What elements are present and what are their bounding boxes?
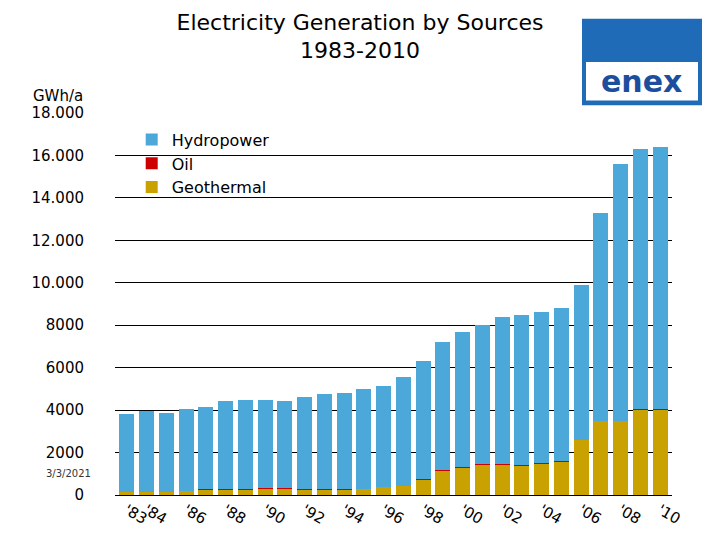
svg-text:4000: 4000	[46, 401, 84, 419]
svg-text:Oil: Oil	[172, 154, 193, 173]
svg-text:18.000: 18.000	[32, 104, 85, 122]
svg-text:'08: '08	[615, 501, 644, 528]
svg-text:Hydropower: Hydropower	[172, 131, 270, 150]
svg-text:16.000: 16.000	[32, 147, 85, 165]
svg-text:'00: '00	[457, 501, 486, 528]
svg-text:'86: '86	[180, 501, 209, 528]
svg-text:Electricity Generation by Sour: Electricity Generation by Sources1983-20…	[177, 10, 544, 64]
svg-text:10.000: 10.000	[32, 274, 85, 292]
svg-text:'90: '90	[259, 501, 288, 528]
svg-text:'96: '96	[378, 501, 407, 528]
svg-text:'88: '88	[220, 501, 249, 528]
svg-text:3/3/2021: 3/3/2021	[46, 468, 91, 479]
svg-text:2000: 2000	[46, 444, 84, 462]
svg-text:12.000: 12.000	[32, 232, 85, 250]
svg-text:'06: '06	[575, 501, 604, 528]
svg-text:'84: '84	[141, 501, 170, 528]
svg-text:'98: '98	[417, 501, 446, 528]
svg-text:'92: '92	[299, 501, 328, 528]
svg-text:'04: '04	[536, 501, 565, 528]
svg-text:6000: 6000	[46, 359, 84, 377]
svg-text:'83: '83	[121, 501, 150, 528]
svg-text:'94: '94	[338, 501, 367, 528]
svg-text:'10: '10	[654, 501, 683, 528]
svg-text:14.000: 14.000	[32, 189, 85, 207]
svg-text:0: 0	[74, 486, 84, 504]
svg-text:enex: enex	[601, 64, 682, 99]
svg-text:8000: 8000	[46, 316, 84, 334]
svg-text:GWh/a: GWh/a	[33, 87, 83, 105]
svg-text:'02: '02	[496, 501, 525, 528]
svg-text:Geothermal: Geothermal	[172, 178, 266, 197]
